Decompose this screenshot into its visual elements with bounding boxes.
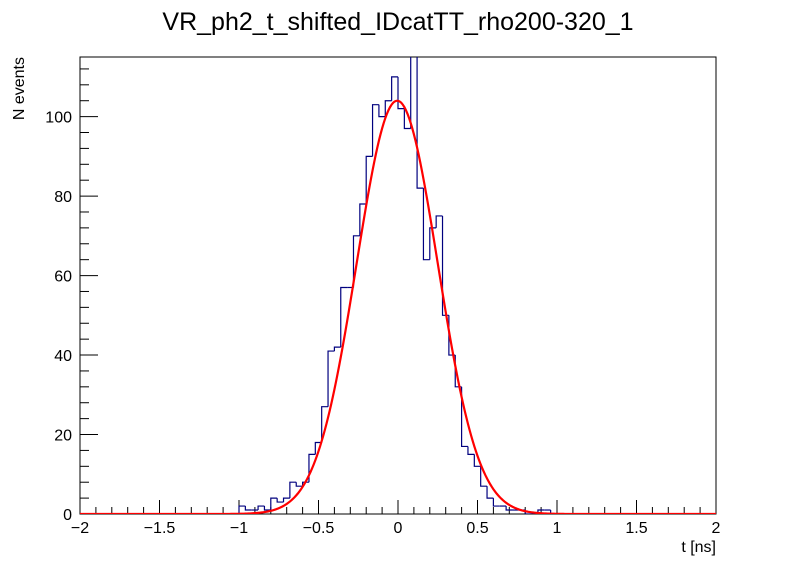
x-tick-label: 2 <box>712 520 721 537</box>
histogram-bin <box>461 386 468 448</box>
histogram-bin <box>263 506 271 511</box>
gaussian-fit-curve <box>80 99 716 514</box>
histogram-bin <box>435 215 443 228</box>
histogram-bin <box>467 446 475 455</box>
x-axis: −2 −1.5 −1 −0.5 0 0.5 1 1.5 2 <box>71 500 721 537</box>
histogram-bin <box>422 188 430 261</box>
histogram-bin <box>371 104 379 157</box>
x-tick-label: −1 <box>230 520 248 537</box>
histogram-bin <box>365 155 373 205</box>
histogram-bin <box>480 466 488 487</box>
histogram-bin <box>352 235 360 288</box>
histogram-bin <box>416 57 424 189</box>
histogram-bin <box>333 346 341 352</box>
histogram-bin <box>289 481 297 499</box>
histogram-bin <box>473 454 481 467</box>
y-tick-label: 100 <box>45 110 72 127</box>
histogram-bin <box>257 505 265 511</box>
x-tick-label: 0 <box>394 520 403 537</box>
y-tick-label: 0 <box>63 507 72 524</box>
histogram-bin <box>429 227 437 260</box>
histogram-bin <box>550 510 557 514</box>
y-tick-label: 20 <box>54 428 72 445</box>
histogram-bin <box>314 441 322 455</box>
histogram-bin <box>403 108 411 130</box>
histogram-bin <box>282 497 290 503</box>
histogram-bin <box>295 482 303 487</box>
x-tick-label: 1 <box>553 520 562 537</box>
y-tick-label: 80 <box>54 189 72 206</box>
histogram-bin <box>378 104 386 118</box>
histogram-bin <box>276 498 284 503</box>
histogram-bin <box>321 406 329 443</box>
y-axis-label: N events <box>11 57 28 120</box>
y-axis: 0 20 40 60 80 100 <box>45 68 98 524</box>
histogram-bin <box>492 498 500 507</box>
histogram-bin <box>384 100 392 117</box>
histogram-bin <box>505 506 513 511</box>
histogram-bin <box>391 76 398 101</box>
histogram-bin <box>238 505 246 514</box>
x-tick-label: −0.5 <box>303 520 335 537</box>
x-tick-label: −1.5 <box>144 520 176 537</box>
histogram-bin <box>397 76 405 110</box>
chart-title: VR_ph2_t_shifted_IDcatTT_rho200-320_1 <box>162 8 633 36</box>
plot-frame <box>79 56 717 515</box>
histogram-bin <box>359 203 367 236</box>
histogram-bin <box>327 350 335 407</box>
histogram-bin <box>270 497 278 511</box>
y-tick-label: 40 <box>54 348 72 365</box>
histogram-bin <box>486 486 494 499</box>
x-tick-label: −2 <box>71 520 89 537</box>
histogram-bin <box>340 286 348 348</box>
x-tick-label: 1.5 <box>625 520 647 537</box>
histogram-series <box>80 57 716 514</box>
x-tick-label: 0.5 <box>466 520 488 537</box>
histogram-bin <box>410 57 412 129</box>
histogram-bin <box>244 506 252 511</box>
x-axis-label: t [ns] <box>681 539 716 556</box>
y-tick-label: 60 <box>54 269 72 286</box>
gaussian-fit-series <box>80 99 716 514</box>
